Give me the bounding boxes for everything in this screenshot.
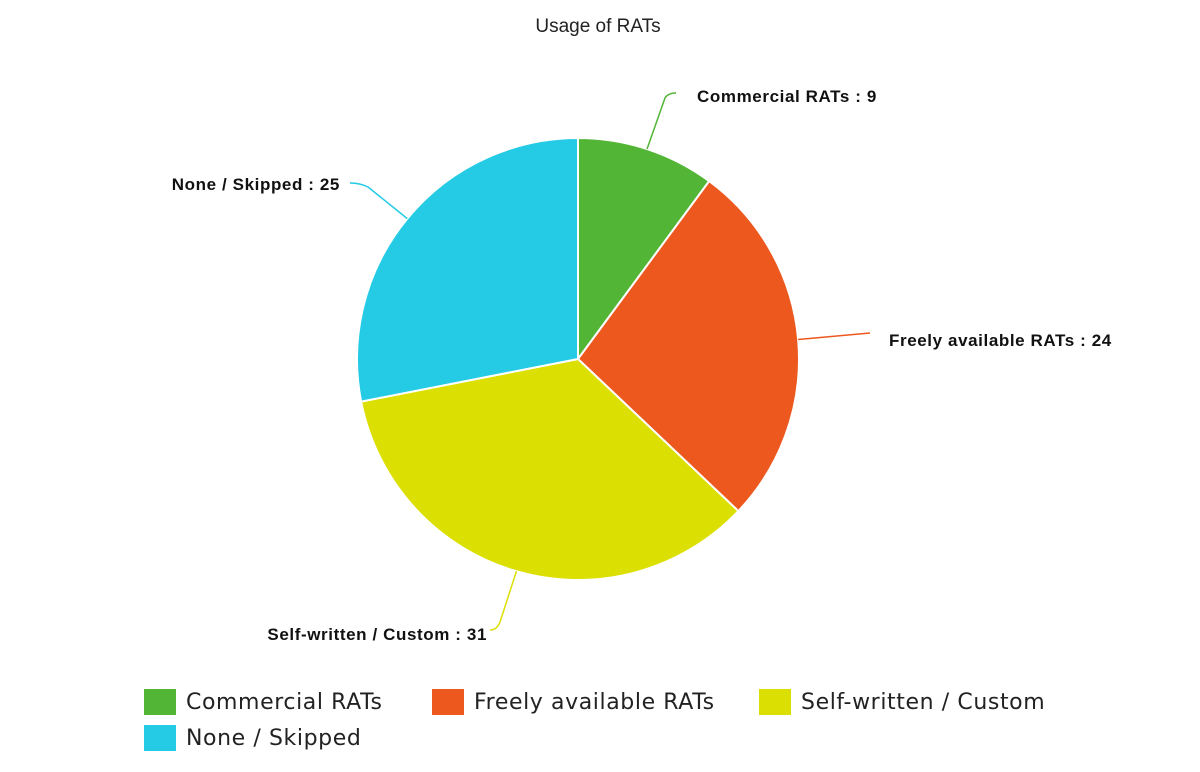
pie-slices [356,136,800,581]
pie-slice-none-skipped[interactable] [356,136,579,403]
slice-data-label: Self-written / Custom : 31 [267,625,487,644]
legend-swatch [144,725,176,751]
legend-label: Self-written / Custom [801,689,1046,715]
legend-swatch [759,689,791,715]
legend-label: None / Skipped [186,725,362,751]
leader-line [489,571,518,631]
legend-item-commercial[interactable]: Commercial RATs [144,688,383,716]
leader-lines [349,92,871,631]
leader-line [349,182,408,220]
legend-label: Freely available RATs [474,689,715,715]
slice-data-label: Commercial RATs : 9 [697,87,877,106]
legend-item-none-skipped[interactable]: None / Skipped [144,724,361,752]
slice-data-label: Freely available RATs : 24 [889,331,1112,350]
chart-title: Usage of RATs [535,16,661,37]
slice-data-label: None / Skipped : 25 [172,175,340,194]
pie-slice-freely-available-rats[interactable] [576,179,800,513]
leader-line [798,332,871,341]
legend-swatch [432,689,464,715]
pie-chart: Commercial RATs : 9 Freely available RATs… [172,87,1112,644]
pie-slice-self-written-custom[interactable] [359,357,740,581]
leader-line [646,92,677,150]
slice-labels: Commercial RATs : 9 Freely available RATs… [172,87,1112,644]
legend-item-freely-available[interactable]: Freely available RATs [432,688,715,716]
legend-label: Commercial RATs [186,689,383,715]
legend-swatch [144,689,176,715]
legend-item-self-written[interactable]: Self-written / Custom [759,688,1045,716]
